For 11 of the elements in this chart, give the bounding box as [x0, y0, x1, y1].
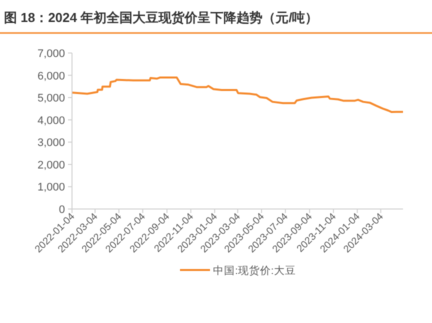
y-tick-label: 3,000: [37, 137, 65, 150]
y-tick-label: 6,000: [37, 70, 65, 82]
legend-label: 中国:现货价:大豆: [213, 264, 296, 277]
y-tick-label: 1,000: [37, 182, 65, 194]
y-tick-label: 4,000: [37, 114, 65, 127]
y-tick-label: 5,000: [37, 92, 65, 105]
line-series: [71, 76, 404, 114]
y-tick-label: 2,000: [37, 159, 65, 172]
chart-title: 图 18：2024 年初全国大豆现货价呈下降趋势（元/吨）: [4, 10, 318, 25]
y-tick-label: 0: [58, 204, 65, 216]
y-tick-label: 7,000: [37, 48, 65, 60]
